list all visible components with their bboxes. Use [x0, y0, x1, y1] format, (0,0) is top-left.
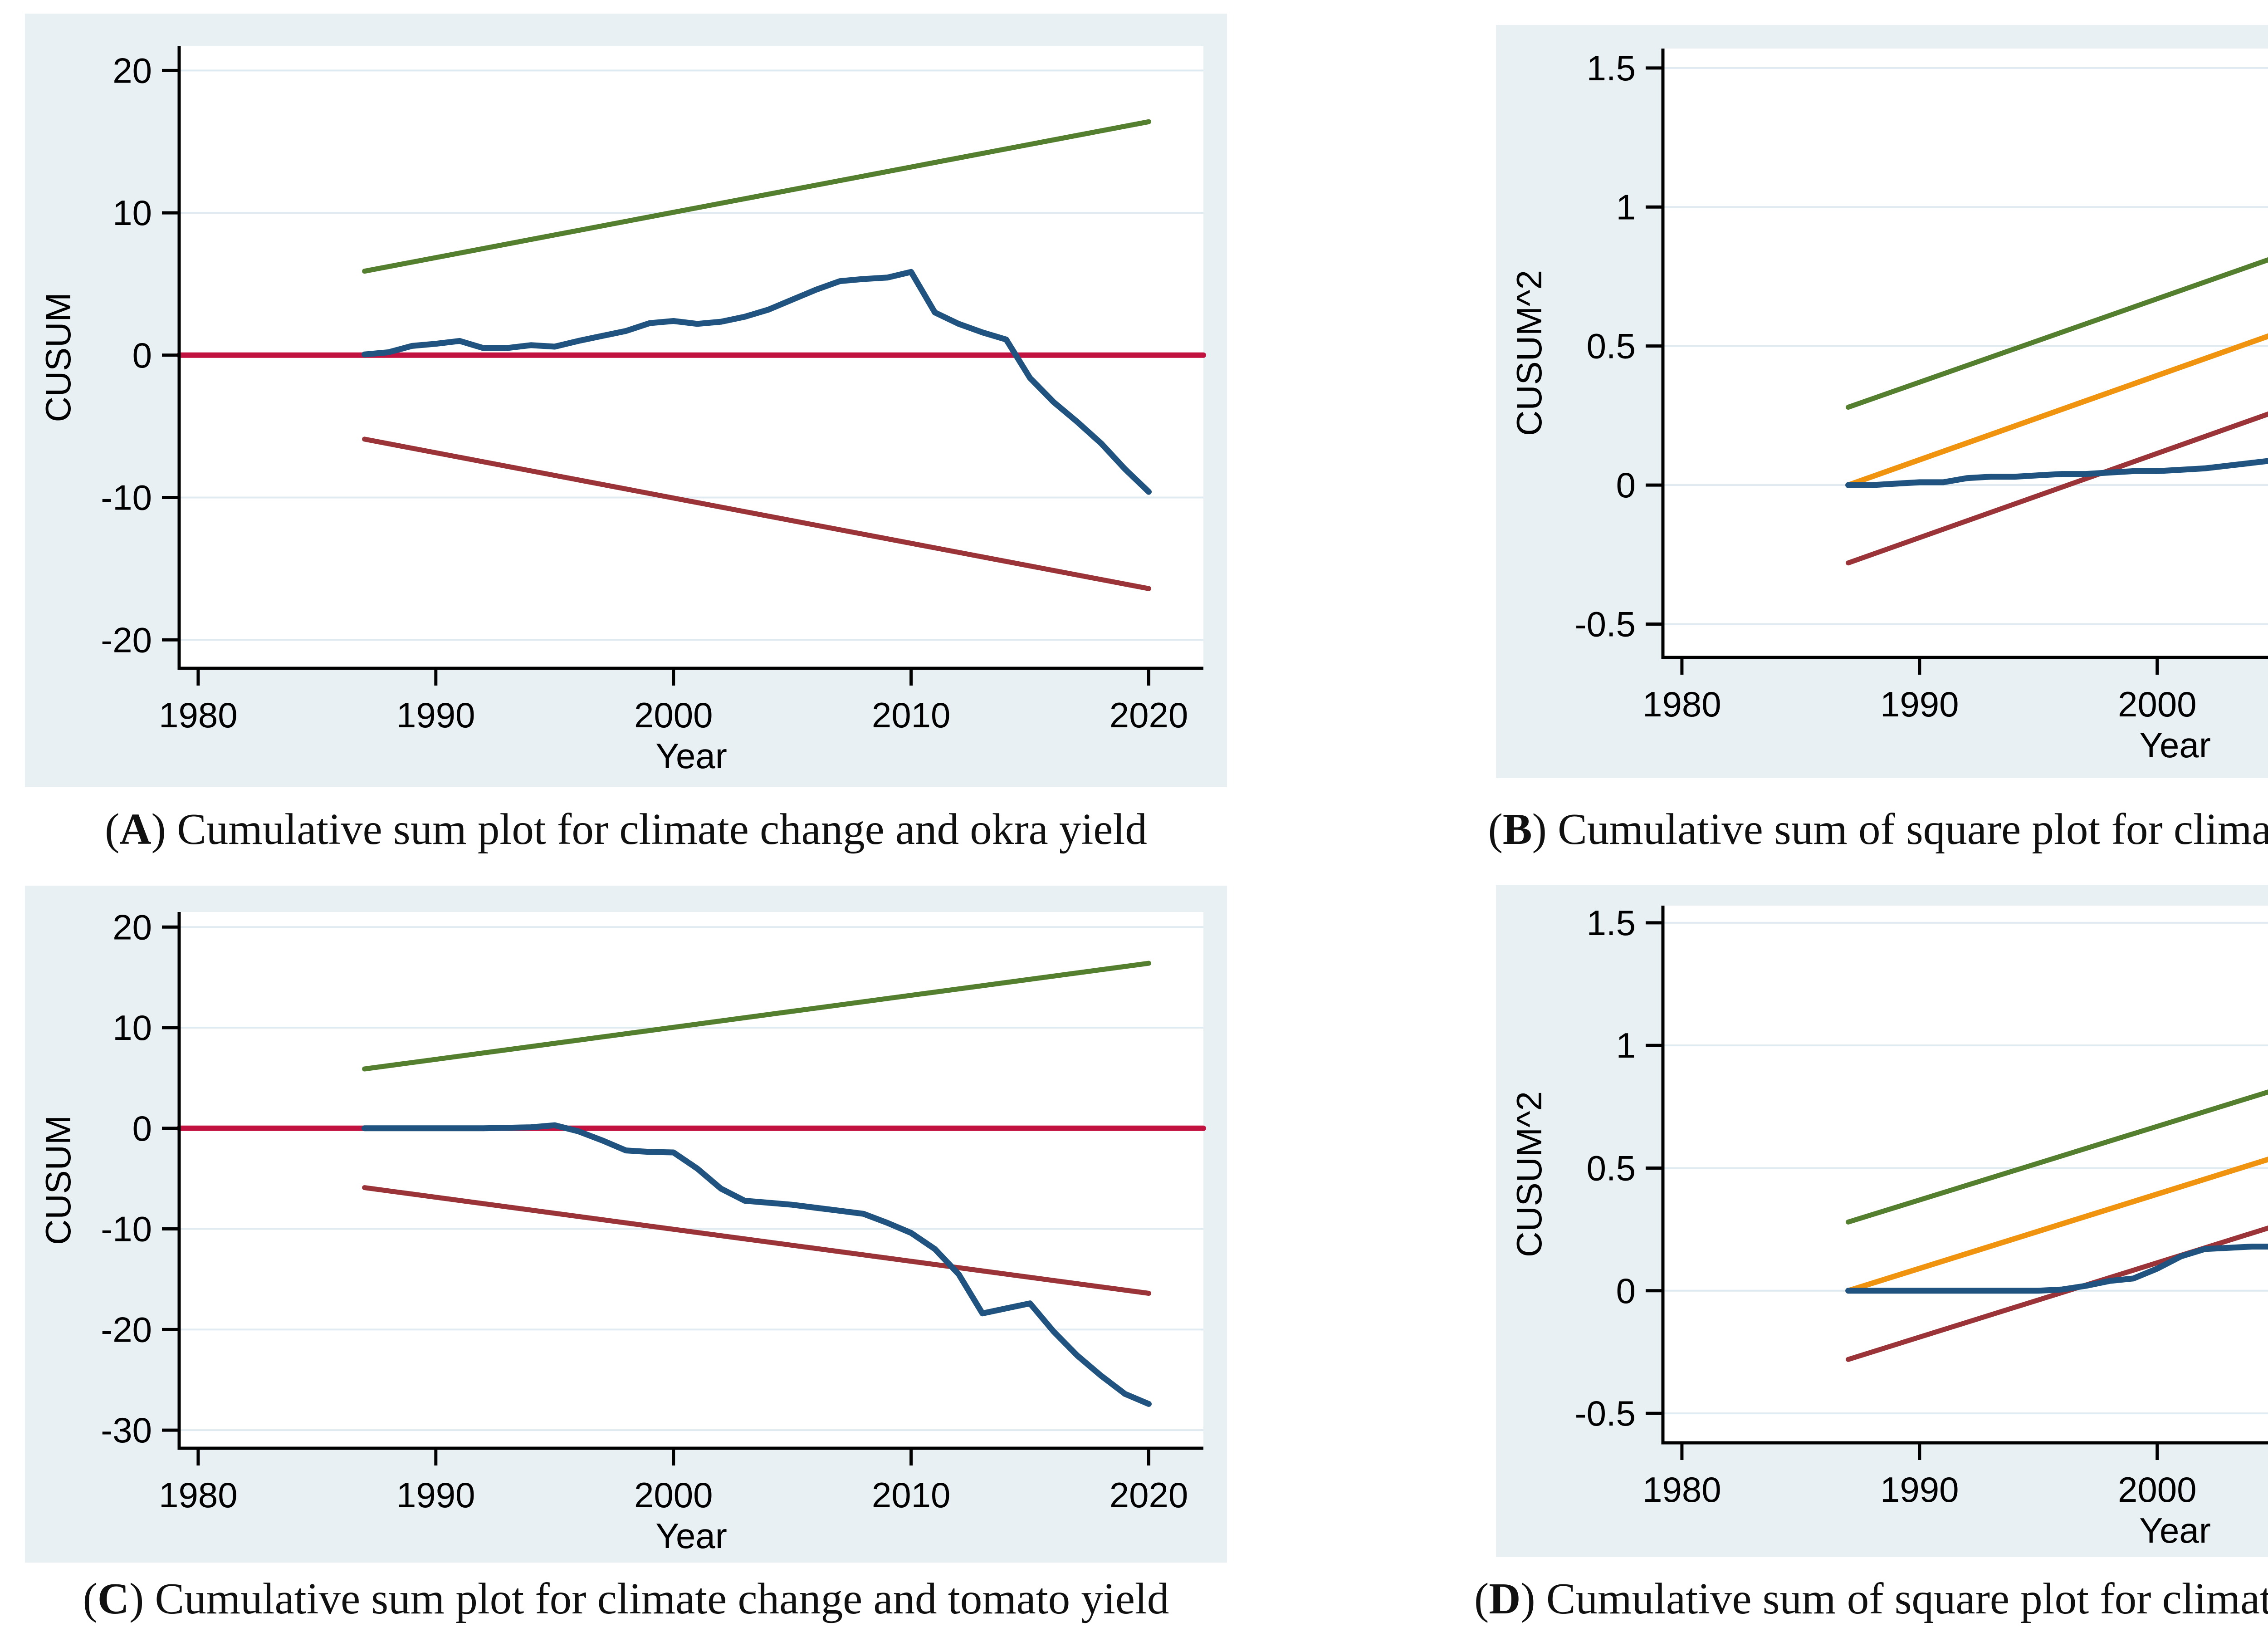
- svg-text:CUSUM: CUSUM: [38, 293, 78, 422]
- panel-tomato-cusum: -30 -20 -10 0 10 20 1980 1990 2000 2010 2020 Year CU…: [25, 886, 1227, 1563]
- svg-text:-10: -10: [101, 478, 152, 518]
- svg-text:CUSUM: CUSUM: [38, 1115, 78, 1245]
- chart-tomato-cusum: -30 -20 -10 0 10 20 1980 1990 2000 2010 2020 Year CU…: [25, 886, 1227, 1563]
- svg-text:1980: 1980: [159, 1475, 238, 1515]
- svg-text:1: 1: [1616, 1025, 1636, 1065]
- tomato-cusum-plot: -30 -20 -10 0 10 20 1980 1990 2000 2010 2020 Year CU…: [38, 907, 1206, 1556]
- svg-text:1980: 1980: [1642, 684, 1721, 724]
- svg-text:Year: Year: [655, 736, 727, 776]
- svg-text:1.5: 1.5: [1587, 903, 1636, 943]
- panel-tomato-cusumsq: -0.500.511.519801990200020102020YearCUSU…: [1496, 885, 2268, 1557]
- svg-text:2010: 2010: [872, 1475, 951, 1515]
- svg-text:Year: Year: [2139, 1510, 2211, 1550]
- svg-text:-20: -20: [101, 1309, 152, 1349]
- svg-text:Year: Year: [655, 1516, 727, 1556]
- svg-text:2000: 2000: [634, 1475, 713, 1515]
- svg-text:Year: Year: [2139, 725, 2211, 765]
- svg-text:-20: -20: [101, 620, 152, 660]
- svg-text:10: 10: [112, 193, 152, 233]
- svg-text:1990: 1990: [396, 1475, 475, 1515]
- svg-text:CUSUM^2: CUSUM^2: [1509, 270, 1549, 436]
- svg-text:-10: -10: [101, 1209, 152, 1249]
- chart-tomato-cusumsq: -0.500.511.519801990200020102020YearCUSU…: [1496, 885, 2268, 1557]
- caption-panel-a: (A) Cumulative sum plot for climate chan…: [25, 804, 1227, 855]
- caption-a-letter: A: [119, 805, 152, 853]
- svg-text:1.5: 1.5: [1587, 48, 1636, 88]
- svg-text:-0.5: -0.5: [1575, 1393, 1636, 1433]
- panel-okra-cusum: -20 -10 0 10 20 1980 1990 2000 2010 2020 Year CUSUM: [25, 14, 1227, 787]
- svg-text:-0.5: -0.5: [1575, 604, 1636, 644]
- caption-c-letter: C: [97, 1574, 129, 1623]
- caption-a-paren: (: [105, 805, 120, 853]
- okra-cusumsq-plot: -0.500.511.519801990200020102020YearCUSU…: [1509, 48, 2268, 765]
- svg-text:0: 0: [1616, 465, 1636, 505]
- svg-text:2010: 2010: [872, 695, 951, 735]
- caption-panel-d: (D) Cumulative sum of square plot for cl…: [1474, 1573, 2268, 1624]
- svg-text:20: 20: [112, 907, 152, 947]
- tomato-cusumsq-plot: -0.500.511.519801990200020102020YearCUSU…: [1509, 903, 2268, 1550]
- svg-text:0: 0: [132, 335, 152, 375]
- svg-text:1980: 1980: [1642, 1470, 1721, 1510]
- svg-text:1990: 1990: [1880, 1470, 1959, 1510]
- caption-d-text: ) Cumulative sum of square plot for clim…: [1520, 1574, 2268, 1623]
- caption-b-text: ) Cumulative sum of square plot for clim…: [1532, 805, 2268, 853]
- chart-okra-cusum: -20 -10 0 10 20 1980 1990 2000 2010 2020 Year CUSUM: [25, 14, 1227, 787]
- svg-text:2020: 2020: [1110, 1475, 1188, 1515]
- svg-text:10: 10: [112, 1008, 152, 1048]
- svg-text:-30: -30: [101, 1410, 152, 1450]
- caption-panel-c: (C) Cumulative sum plot for climate chan…: [25, 1573, 1227, 1624]
- caption-b-letter: B: [1502, 805, 1532, 853]
- svg-text:2000: 2000: [2118, 684, 2197, 724]
- okra-cusum-plot: -20 -10 0 10 20 1980 1990 2000 2010 2020 Year CUSUM: [38, 46, 1206, 776]
- caption-panel-b: (B) Cumulative sum of square plot for cl…: [1474, 804, 2268, 855]
- caption-c-paren: (: [83, 1574, 98, 1623]
- svg-text:1990: 1990: [396, 695, 475, 735]
- caption-b-paren: (: [1488, 805, 1503, 853]
- panel-okra-cusumsq: -0.500.511.519801990200020102020YearCUSU…: [1496, 25, 2268, 778]
- caption-d-paren: (: [1474, 1574, 1489, 1623]
- svg-text:1990: 1990: [1880, 684, 1959, 724]
- chart-okra-cusumsq: -0.500.511.519801990200020102020YearCUSU…: [1496, 25, 2268, 778]
- svg-text:CUSUM^2: CUSUM^2: [1509, 1091, 1549, 1257]
- svg-text:2000: 2000: [634, 695, 713, 735]
- caption-d-letter: D: [1489, 1574, 1521, 1623]
- svg-text:0.5: 0.5: [1587, 1148, 1636, 1188]
- svg-text:0.5: 0.5: [1587, 326, 1636, 366]
- svg-text:2000: 2000: [2118, 1470, 2197, 1510]
- svg-text:0: 0: [132, 1108, 152, 1148]
- svg-text:20: 20: [112, 50, 152, 90]
- caption-c-text: ) Cumulative sum plot for climate change…: [129, 1574, 1169, 1623]
- svg-text:1980: 1980: [159, 695, 238, 735]
- caption-a-text: ) Cumulative sum plot for climate change…: [151, 805, 1147, 853]
- svg-text:1: 1: [1616, 187, 1636, 227]
- svg-text:2020: 2020: [1110, 695, 1188, 735]
- svg-text:0: 0: [1616, 1271, 1636, 1311]
